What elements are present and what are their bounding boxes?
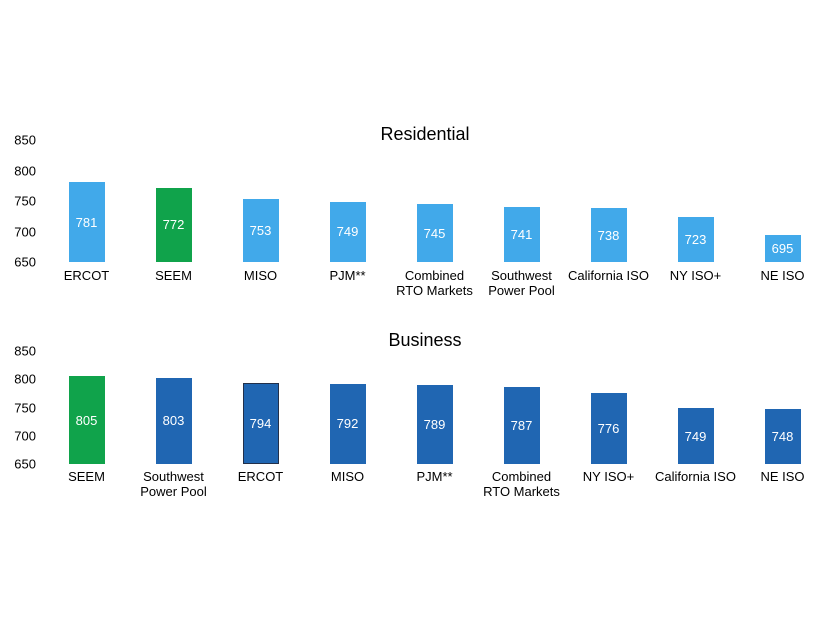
- bar: 741: [503, 206, 540, 262]
- bar-column: 695: [739, 140, 826, 262]
- bar-value-label: 803: [162, 413, 185, 429]
- bar-column: 772: [130, 140, 217, 262]
- bar-value-label: 738: [597, 227, 620, 243]
- bar-value-label: 776: [597, 420, 620, 436]
- bar-value-label: 792: [336, 416, 359, 432]
- x-axis-category-label: SEEM: [68, 469, 105, 484]
- bar-value-label: 805: [75, 412, 98, 428]
- bar-column: 776: [565, 351, 652, 464]
- bar: 789: [416, 385, 453, 464]
- bar: 749: [677, 408, 714, 464]
- x-axis-category-label: Combined RTO Markets: [396, 268, 473, 298]
- x-axis-category-label: PJM**: [416, 469, 453, 484]
- residential-y-axis: 850 800 750 700 650: [0, 133, 36, 270]
- bar: 745: [416, 204, 453, 262]
- residential-plot-area: 781 772 753 749 745 741 738 723 695: [43, 140, 826, 262]
- y-axis-tick-label: 850: [14, 132, 36, 148]
- bar-column: 723: [652, 140, 739, 262]
- business-plot-area: 805 803 794 792 789 787 776 749 748: [43, 351, 826, 464]
- residential-x-axis-labels: ERCOT SEEM MISO PJM** Combined RTO Markets So…: [43, 268, 826, 299]
- bar-value-label: 781: [75, 214, 98, 230]
- bar-value-label: 745: [423, 225, 446, 241]
- x-axis-category-label: California ISO: [568, 268, 649, 283]
- bar-value-label: 787: [510, 417, 533, 433]
- bar-column: 749: [304, 140, 391, 262]
- bar-column: 787: [478, 351, 565, 464]
- bar-value-label: 772: [162, 217, 185, 233]
- y-axis-tick-label: 650: [14, 456, 36, 472]
- x-axis-category-label: MISO: [330, 469, 365, 484]
- bar-column: 741: [478, 140, 565, 262]
- bar: 738: [590, 208, 627, 262]
- bar-value-label: 753: [249, 223, 272, 239]
- x-axis-category-label: PJM**: [329, 268, 366, 283]
- bar-value-label: 695: [771, 240, 794, 256]
- y-axis-tick-label: 750: [14, 400, 36, 415]
- bar-value-label: 749: [684, 428, 707, 444]
- residential-chart-title: Residential: [380, 124, 470, 144]
- y-axis-tick-label: 850: [14, 343, 36, 359]
- bar: 753: [242, 199, 279, 262]
- bar-value-label: 749: [336, 224, 359, 240]
- bar-column: 805: [43, 351, 130, 464]
- x-axis-category-label: Combined RTO Markets: [483, 469, 560, 499]
- bar-value-label: 789: [423, 417, 446, 433]
- bar-column: 749: [652, 351, 739, 464]
- x-axis-category-label: Southwest Power Pool: [140, 469, 207, 499]
- bar-column: 792: [304, 351, 391, 464]
- business-chart-title: Business: [388, 330, 462, 350]
- bar: 805: [68, 376, 105, 464]
- business-y-axis: 850 800 750 700 650: [0, 344, 36, 472]
- bar: 695: [764, 234, 801, 262]
- x-axis-category-label: Southwest Power Pool: [488, 268, 555, 298]
- bar-column: 803: [130, 351, 217, 464]
- x-axis-category-label: SEEM: [155, 268, 192, 283]
- bar-column: 753: [217, 140, 304, 262]
- bar: 776: [590, 392, 627, 464]
- x-axis-category-label: ERCOT: [237, 469, 284, 484]
- y-axis-tick-label: 700: [14, 224, 36, 239]
- bar-column: 745: [391, 140, 478, 262]
- y-axis-tick-label: 800: [14, 163, 36, 178]
- bar: 781: [68, 182, 105, 262]
- bar: 723: [677, 217, 714, 262]
- x-axis-category-label: NY ISO+: [582, 469, 635, 484]
- y-axis-tick-label: 700: [14, 428, 36, 444]
- bar: 794: [242, 382, 279, 464]
- x-axis-category-label: ERCOT: [63, 268, 110, 283]
- bar-column: 748: [739, 351, 826, 464]
- x-axis-category-label: NE ISO: [760, 268, 805, 283]
- bar-column: 738: [565, 140, 652, 262]
- x-axis-category-label: California ISO: [655, 469, 736, 484]
- business-x-axis-labels: SEEM Southwest Power Pool ERCOT MISO PJM** Co…: [43, 469, 826, 500]
- x-axis-category-label: NY ISO+: [669, 268, 722, 283]
- bar: 803: [155, 377, 192, 464]
- y-axis-tick-label: 650: [14, 254, 36, 270]
- bar: 792: [329, 383, 366, 464]
- bar-column: 789: [391, 351, 478, 464]
- bar-value-label: 794: [249, 415, 272, 431]
- bar: 749: [329, 201, 366, 262]
- y-axis-tick-label: 800: [14, 371, 36, 387]
- bar-value-label: 723: [684, 232, 707, 248]
- x-axis-category-label: NE ISO: [760, 469, 805, 484]
- bar: 787: [503, 386, 540, 464]
- bar-value-label: 748: [771, 428, 794, 444]
- bar: 772: [155, 187, 192, 262]
- bar: 748: [764, 408, 801, 464]
- bar-column: 781: [43, 140, 130, 262]
- y-axis-tick-label: 750: [14, 193, 36, 209]
- bar-value-label: 741: [510, 226, 533, 242]
- x-axis-category-label: MISO: [243, 268, 278, 283]
- bar-column: 794: [217, 351, 304, 464]
